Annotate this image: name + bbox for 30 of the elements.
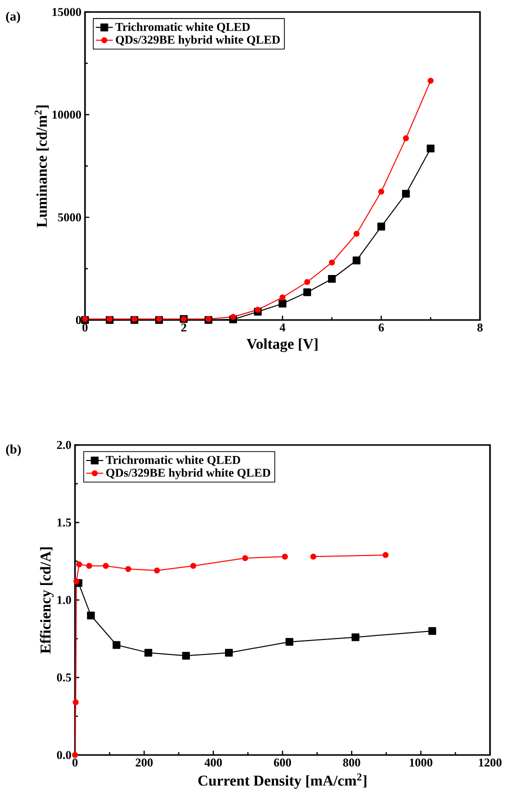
legend-label: Trichromatic white QLED <box>115 22 250 33</box>
x-tick-label: 8 <box>477 324 483 332</box>
x-tick-label: 4 <box>280 324 286 332</box>
y-tick-label: 0 <box>76 316 82 324</box>
y-axis-title: Efficiency [cd/A] <box>40 547 54 654</box>
x-axis-title: Voltage [V] <box>246 338 318 352</box>
y-tick-label: 10000 <box>52 110 82 119</box>
x-tick-label: 1000 <box>410 758 432 767</box>
legend-label: QDs/329BE hybrid white QLED <box>106 468 270 480</box>
y-tick-label: 0.0 <box>56 750 72 760</box>
y-tick-label: 1.0 <box>57 596 72 604</box>
x-tick-label: 200 <box>136 758 153 767</box>
y-axis-title: Luminance [cd/m$^{2}$] <box>34 106 49 228</box>
x-tick-label: 2 <box>181 324 186 332</box>
y-tick-label: 0.5 <box>56 673 72 682</box>
legend-label: QDs/329BE hybrid white QLED <box>116 35 280 46</box>
chart-title: (a) <box>6 12 20 24</box>
x-tick-label: 600 <box>274 758 292 767</box>
x-tick-label: 800 <box>343 758 360 767</box>
y-tick-label: 15000 <box>52 8 82 16</box>
y-tick-label: 1.5 <box>57 518 72 527</box>
x-axis-title: Current Density [mA/cm$^{2}$] <box>198 773 366 789</box>
chart-title: (b) <box>6 444 21 456</box>
x-tick-label: 6 <box>378 324 384 332</box>
y-tick-label: 5000 <box>58 213 82 222</box>
x-tick-label: 0 <box>82 324 88 332</box>
x-tick-label: 400 <box>204 758 222 767</box>
legend-label: Trichromatic white QLED <box>106 456 240 466</box>
x-tick-label: 1200 <box>479 758 502 767</box>
y-tick-label: 2.0 <box>57 440 72 450</box>
